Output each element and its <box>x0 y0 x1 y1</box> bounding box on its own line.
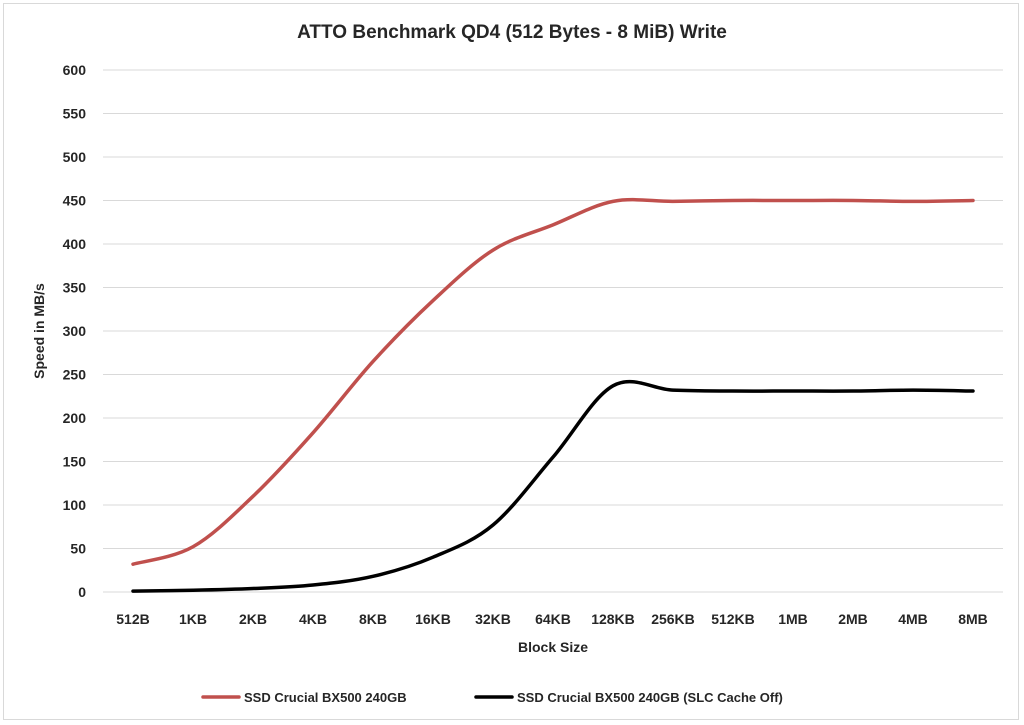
x-tick-label: 1MB <box>778 611 808 627</box>
x-tick-label: 128KB <box>591 611 635 627</box>
x-tick-label: 512B <box>116 611 149 627</box>
x-axis-title: Block Size <box>518 639 588 655</box>
x-tick-label: 512KB <box>711 611 755 627</box>
x-tick-label: 32KB <box>475 611 511 627</box>
chart-frame <box>3 3 1019 720</box>
y-tick-label: 550 <box>63 106 87 122</box>
chart-title: ATTO Benchmark QD4 (512 Bytes - 8 MiB) W… <box>297 22 727 43</box>
x-tick-label: 8KB <box>359 611 387 627</box>
y-tick-label: 100 <box>63 497 87 513</box>
series-line-1 <box>131 197 975 566</box>
x-tick-label: 64KB <box>535 611 571 627</box>
series-lines <box>131 197 975 593</box>
x-tick-label: 256KB <box>651 611 695 627</box>
x-tick-label: 16KB <box>415 611 451 627</box>
x-axis-ticks: 512B 1KB 2KB 4KB 8KB 16KB 32KB 64KB 128KB 256KB 51… <box>116 611 988 627</box>
y-tick-label: 300 <box>63 323 87 339</box>
y-tick-label: 600 <box>63 62 87 78</box>
y-tick-label: 350 <box>63 280 87 296</box>
x-tick-label: 4MB <box>898 611 928 627</box>
y-tick-label: 150 <box>63 454 87 470</box>
series-line-2 <box>131 380 975 593</box>
y-tick-label: 50 <box>70 541 86 557</box>
x-tick-label: 8MB <box>958 611 988 627</box>
gridlines <box>103 69 1003 593</box>
legend-label-2: SSD Crucial BX500 240GB (SLC Cache Off) <box>517 690 783 705</box>
y-axis-title: Speed in MB/s <box>31 283 47 379</box>
legend: SSD Crucial BX500 240GB SSD Crucial BX500… <box>201 690 783 705</box>
x-tick-label: 2MB <box>838 611 868 627</box>
y-tick-label: 200 <box>63 410 87 426</box>
y-axis-ticks: 0 50 100 150 200 250 300 350 400 450 500 550 600 <box>63 62 87 600</box>
y-tick-label: 0 <box>78 584 86 600</box>
x-tick-label: 2KB <box>239 611 267 627</box>
y-tick-label: 400 <box>63 236 87 252</box>
y-tick-label: 450 <box>63 193 87 209</box>
y-tick-label: 250 <box>63 367 87 383</box>
x-tick-label: 1KB <box>179 611 207 627</box>
x-tick-label: 4KB <box>299 611 327 627</box>
y-tick-label: 500 <box>63 149 87 165</box>
legend-label-1: SSD Crucial BX500 240GB <box>244 690 407 705</box>
